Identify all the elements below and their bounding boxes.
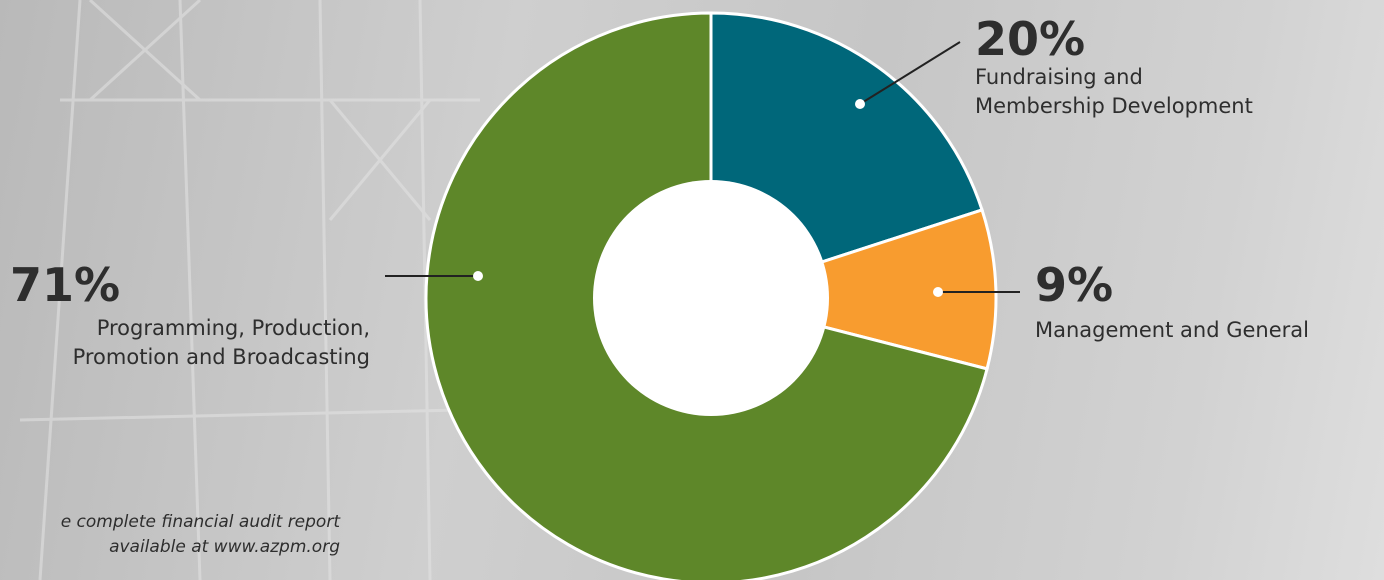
leader-dot xyxy=(855,99,865,109)
pie-slice xyxy=(705,208,998,371)
leader-dot xyxy=(473,271,483,281)
leader-line xyxy=(859,41,961,105)
donut-hole xyxy=(593,180,829,416)
leader-dot xyxy=(933,287,943,297)
footnote: e complete financial audit report availa… xyxy=(60,512,340,557)
percent-label: 9% xyxy=(1035,258,1114,312)
slice-label: Fundraising and Membership Development xyxy=(975,65,1253,118)
percent-label: 71% xyxy=(10,258,121,312)
percent-label: 20% xyxy=(975,12,1086,66)
slice-label: Management and General xyxy=(1035,318,1309,342)
background-tower xyxy=(19,0,480,580)
slice-label: Programming, Production, Promotion and B… xyxy=(72,316,370,369)
